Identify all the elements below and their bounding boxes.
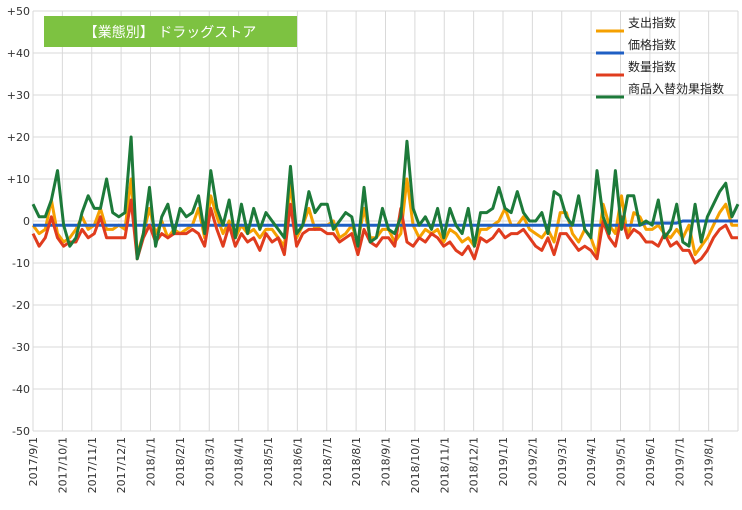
x-tick-label: 2018/9/1 — [380, 437, 393, 486]
x-tick-label: 2018/8/1 — [350, 437, 363, 486]
x-tick-label: 2019/6/1 — [644, 437, 657, 486]
x-axis-ticks: 2017/9/1 2017/10/1 2017/11/1 2017/12/1 2018/… — [27, 437, 716, 493]
x-tick-label: 2018/12/1 — [468, 437, 481, 493]
x-tick-label: 2017/10/1 — [56, 437, 69, 493]
x-tick-label: 2018/1/1 — [145, 437, 158, 486]
legend-label-1: 価格指数 — [628, 37, 676, 52]
y-axis-ticks: +50 +40 +30 +20 +10 0 -10 -20 -30 -40 -50 — [7, 5, 30, 438]
x-tick-label: 2018/11/1 — [438, 437, 451, 493]
legend-label-0: 支出指数 — [628, 15, 676, 30]
x-tick-label: 2017/9/1 — [27, 437, 40, 486]
x-tick-label: 2017/12/1 — [115, 437, 128, 493]
x-tick-label: 2018/5/1 — [262, 437, 275, 486]
x-tick-label: 2019/1/1 — [497, 437, 510, 486]
y-tick-label: -10 — [12, 257, 30, 270]
y-tick-label: +20 — [7, 131, 30, 144]
y-tick-label: +40 — [7, 47, 30, 60]
y-tick-label: -20 — [12, 299, 30, 312]
y-tick-label: +30 — [7, 89, 30, 102]
x-tick-label: 2018/4/1 — [233, 437, 246, 486]
series-line-3 — [31, 135, 740, 261]
x-tick-label: 2018/3/1 — [203, 437, 216, 486]
chart-title-background — [44, 16, 297, 47]
x-tick-label: 2018/2/1 — [174, 437, 187, 486]
y-tick-label: +10 — [7, 173, 30, 186]
x-tick-label: 2019/8/1 — [703, 437, 716, 486]
x-tick-label: 2017/11/1 — [86, 437, 99, 493]
chart-title-box: 【業態別】 ドラッグストア — [44, 16, 297, 47]
series-line-0 — [31, 177, 738, 257]
x-tick-label: 2018/10/1 — [409, 437, 422, 493]
chart-title: 【業態別】 ドラッグストア — [84, 25, 256, 41]
y-tick-label: 0 — [23, 215, 30, 228]
y-tick-label: +50 — [7, 5, 30, 18]
x-tick-label: 2019/4/1 — [585, 437, 598, 486]
x-tick-label: 2019/3/1 — [556, 437, 569, 486]
y-tick-label: -50 — [12, 425, 30, 438]
x-tick-label: 2019/7/1 — [673, 437, 686, 486]
y-tick-label: -30 — [12, 341, 30, 354]
legend-label-3: 商品入替効果指数 — [628, 81, 724, 96]
x-tick-label: 2019/5/1 — [615, 437, 628, 486]
y-tick-label: -40 — [12, 383, 30, 396]
x-tick-label: 2019/2/1 — [526, 437, 539, 486]
x-tick-label: 2018/6/1 — [291, 437, 304, 486]
x-tick-label: 2018/7/1 — [321, 437, 334, 486]
series-lines — [31, 135, 740, 265]
legend-label-2: 数量指数 — [628, 59, 676, 74]
